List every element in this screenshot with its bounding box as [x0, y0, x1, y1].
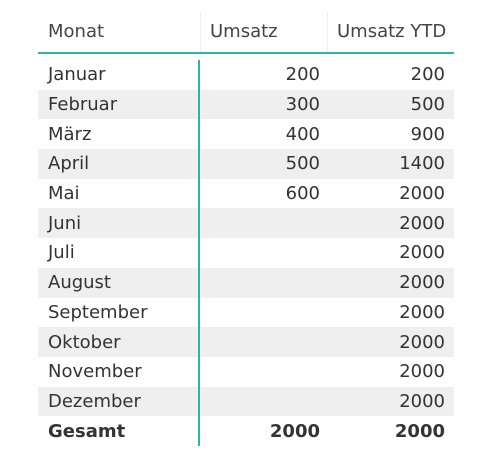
column-header-umsatz[interactable]: Umsatz — [210, 21, 278, 42]
cell-umsatz — [200, 208, 320, 238]
cell-month: März — [48, 123, 92, 145]
cell-month: November — [48, 361, 142, 383]
table-body: Januar 200 200 Februar 300 500 März 400 … — [38, 60, 454, 446]
cell-total-umsatz: 2000 — [269, 420, 320, 442]
table-row: Juni 2000 — [38, 208, 454, 239]
cell-umsatz-ytd: 2000 — [399, 331, 445, 353]
table-row: August 2000 — [38, 267, 454, 298]
column-separator — [327, 12, 328, 52]
table-row: Juli 2000 — [38, 238, 454, 268]
cell-umsatz-ytd: 2000 — [399, 183, 445, 205]
cell-umsatz — [200, 357, 320, 387]
cell-umsatz-ytd: 200 — [410, 64, 445, 86]
cell-month: September — [48, 301, 148, 323]
cell-month: Februar — [48, 94, 118, 116]
cell-month: Juli — [48, 242, 75, 264]
cell-month: Mai — [48, 183, 80, 205]
cell-umsatz: 400 — [285, 123, 320, 145]
table-row: Oktober 2000 — [38, 327, 454, 357]
cell-total-label: Gesamt — [48, 420, 126, 442]
column-header-umsatz-ytd[interactable]: Umsatz YTD — [337, 21, 447, 42]
row-header-divider — [198, 60, 200, 446]
cell-month: August — [48, 272, 111, 294]
column-separator — [200, 12, 201, 52]
table-row: Dezember 2000 — [38, 386, 454, 417]
cell-total-umsatz-ytd: 2000 — [394, 420, 445, 442]
table-row: April 500 1400 — [38, 149, 454, 179]
table-row: März 400 900 — [38, 119, 454, 149]
cell-umsatz: 200 — [285, 64, 320, 86]
cell-umsatz: 600 — [285, 183, 320, 205]
table-row: November 2000 — [38, 357, 454, 387]
table-row: Januar 200 200 — [38, 60, 454, 90]
cell-umsatz — [200, 387, 320, 417]
cell-umsatz-ytd: 2000 — [399, 242, 445, 264]
cell-umsatz-ytd: 1400 — [399, 153, 445, 175]
column-header-monat[interactable]: Monat — [48, 21, 105, 42]
cell-umsatz — [200, 238, 320, 268]
cell-umsatz-ytd: 900 — [410, 123, 445, 145]
matrix-table: Monat Umsatz Umsatz YTD Januar 200 200 F… — [38, 12, 454, 446]
cell-umsatz — [200, 268, 320, 298]
cell-umsatz-ytd: 500 — [410, 94, 445, 116]
cell-umsatz-ytd: 2000 — [399, 390, 445, 412]
cell-month: Dezember — [48, 390, 141, 412]
table-row: Mai 600 2000 — [38, 179, 454, 209]
cell-umsatz — [200, 327, 320, 357]
cell-umsatz-ytd: 2000 — [399, 361, 445, 383]
cell-umsatz-ytd: 2000 — [399, 301, 445, 323]
table-row: Februar 300 500 — [38, 89, 454, 120]
cell-month: Januar — [48, 64, 106, 86]
cell-month: April — [48, 153, 90, 175]
cell-umsatz — [200, 298, 320, 328]
table-total-row: Gesamt 2000 2000 — [38, 416, 454, 446]
table-row: September 2000 — [38, 298, 454, 328]
cell-umsatz-ytd: 2000 — [399, 272, 445, 294]
cell-umsatz: 300 — [285, 94, 320, 116]
cell-umsatz-ytd: 2000 — [399, 212, 445, 234]
cell-month: Juni — [48, 212, 82, 234]
cell-umsatz: 500 — [285, 153, 320, 175]
cell-month: Oktober — [48, 331, 121, 353]
table-header: Monat Umsatz Umsatz YTD — [38, 12, 454, 54]
